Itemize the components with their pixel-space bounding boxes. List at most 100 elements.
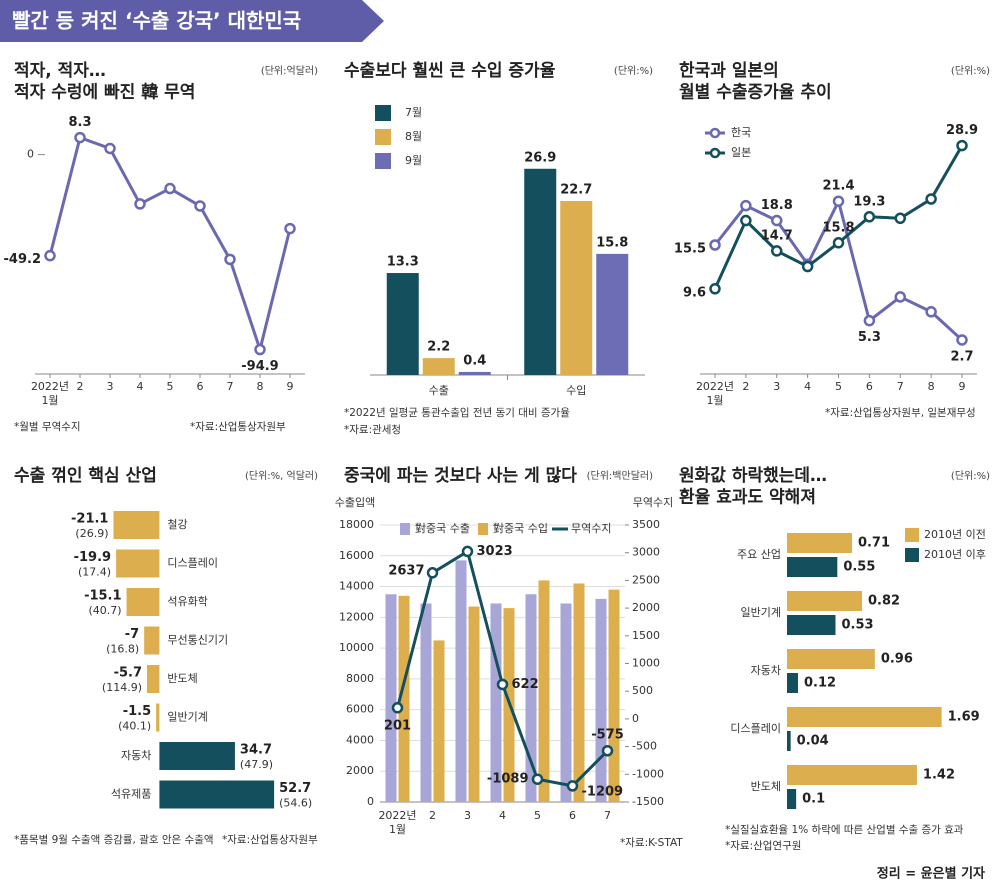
legend-label: 한국 — [731, 126, 751, 139]
y-tick-label: 2000 — [346, 764, 374, 777]
footnote: *품목별 9월 수출액 증감률, 괄호 안은 수출액 — [14, 834, 214, 846]
footnote: *월별 무역수지 — [14, 421, 81, 433]
data-label: 2.7 — [950, 349, 973, 364]
data-label: 0.71 — [858, 536, 890, 551]
legend-marker — [709, 147, 721, 159]
footnote: *자료:산업통상자원부, 일본재무성 — [825, 406, 976, 419]
data-line — [713, 144, 964, 290]
amount-label: (114.9) — [102, 681, 142, 694]
data-point — [601, 745, 614, 757]
y2-tick-label: 3500 — [632, 518, 660, 531]
bar — [787, 649, 875, 669]
data-label: 15.5 — [674, 242, 706, 257]
y-tick-label: 4000 — [346, 733, 374, 746]
data-label: 13.3 — [387, 255, 419, 270]
category-label: 자동차 — [751, 664, 781, 677]
legend-swatch — [400, 523, 410, 535]
data-point — [104, 142, 116, 155]
x-tick-label: 2 — [429, 809, 436, 822]
category-label: 반도체 — [167, 672, 197, 685]
bar — [490, 603, 502, 802]
data-label: -1209 — [582, 784, 624, 799]
data-label: 0.04 — [797, 734, 829, 749]
unit-label: (단위:%) — [614, 64, 653, 77]
bar — [147, 665, 160, 693]
x-tick-label: 6 — [197, 380, 204, 393]
category-label: 일반기계 — [167, 710, 207, 724]
bar — [608, 589, 620, 802]
chart-title: 수출보다 훨씬 큰 수입 증가율 — [344, 61, 556, 81]
x-tick-label: 2022년 1월 — [31, 380, 69, 407]
data-label: -21.1 — [71, 512, 108, 527]
x-tick-label: 6 — [866, 380, 873, 393]
legend-label: 對중국 수입 — [493, 522, 548, 535]
data-label: 1.42 — [923, 768, 955, 783]
y2-tick-label: 0 — [632, 712, 639, 725]
data-label: 201 — [384, 718, 411, 733]
bar — [787, 591, 863, 611]
data-point — [531, 773, 544, 785]
data-point — [284, 222, 296, 235]
bar — [525, 594, 537, 802]
bar — [787, 615, 836, 635]
legend-swatch — [905, 548, 919, 562]
data-point — [74, 131, 86, 144]
data-label: 14.7 — [761, 228, 793, 243]
footnote: *자료:산업통상자원부 — [190, 420, 286, 433]
footnote: *실질실효환율 1% 하락에 따른 산업별 수출 증가 효과 — [725, 823, 964, 836]
data-label: 5.3 — [858, 330, 881, 345]
data-point — [194, 200, 206, 212]
bar — [144, 626, 160, 655]
legend-label: 일본 — [731, 145, 751, 159]
data-point — [894, 291, 906, 303]
bar — [573, 583, 585, 802]
bar — [787, 731, 791, 751]
data-point — [832, 237, 845, 249]
y2-tick-label: 1000 — [632, 657, 660, 670]
category-label: 무선통신기기 — [167, 634, 228, 647]
bar — [787, 673, 798, 693]
x-tick-label: 8 — [928, 380, 935, 393]
bar — [560, 200, 593, 375]
x-tick-label: 5 — [167, 380, 174, 393]
data-point — [956, 139, 968, 152]
bar — [420, 603, 432, 802]
y2-tick-label: 1500 — [632, 629, 660, 642]
amount-label: (16.8) — [106, 643, 139, 656]
data-label: -1089 — [487, 772, 529, 787]
bar — [596, 253, 629, 375]
bar — [156, 703, 160, 732]
chart-title: 원화값 하락했는데… 환율 효과도 약해져 — [679, 465, 827, 507]
y-tick-label: 0 — [367, 795, 374, 808]
category-label: 디스플레이 — [167, 557, 218, 570]
bar — [386, 273, 419, 375]
x-tick-label: 2022년 1월 — [696, 380, 734, 407]
data-point — [771, 214, 783, 227]
bar — [422, 358, 455, 375]
chart-title: 중국에 파는 것보다 사는 게 많다 — [344, 466, 577, 486]
data-label: 21.4 — [822, 179, 854, 194]
bar — [159, 742, 235, 770]
y2-tick-label: 2000 — [632, 601, 660, 614]
y2-tick-label: -1000 — [632, 767, 664, 780]
credit: 정리 = 윤은별 기자 — [877, 866, 985, 882]
bar — [126, 588, 160, 616]
bar — [116, 549, 160, 578]
data-point — [863, 211, 876, 223]
data-label: -49.2 — [4, 252, 41, 267]
x-tick-label: 3 — [107, 380, 114, 393]
bar — [385, 594, 397, 802]
data-point — [771, 245, 783, 257]
data-point — [709, 239, 721, 251]
category-label: 반도체 — [751, 780, 781, 793]
data-label: -1.5 — [123, 704, 151, 719]
category-label: 석유화학 — [167, 595, 207, 608]
data-point — [461, 545, 474, 558]
header-banner — [0, 0, 384, 42]
legend-marker — [709, 127, 721, 139]
legend-swatch — [375, 129, 391, 145]
bar — [787, 557, 838, 577]
bar — [560, 603, 572, 802]
data-point — [44, 249, 56, 262]
